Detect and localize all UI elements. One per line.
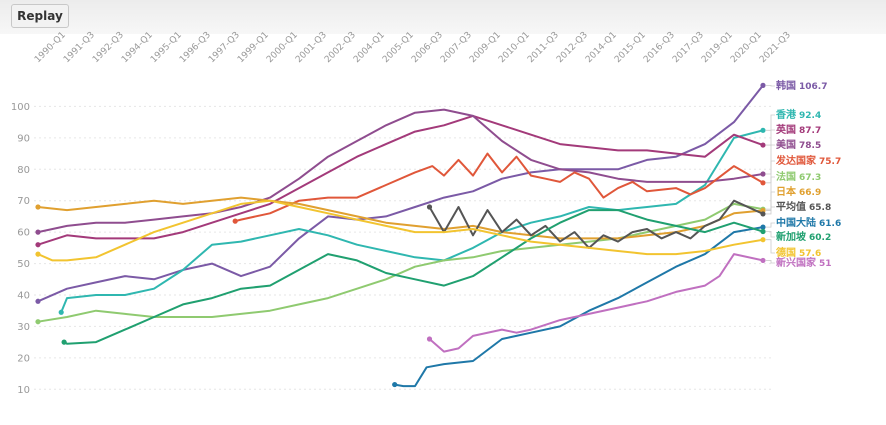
series-line-德国 [37, 199, 764, 262]
series-end-dot [760, 228, 766, 235]
label-connector [766, 191, 775, 211]
series-end-dot [760, 211, 766, 217]
series-value: 57.6 [799, 249, 821, 259]
series-value: 78.5 [799, 141, 821, 151]
series-line-英国 [37, 114, 764, 246]
y-tick-label: 70 [17, 196, 30, 207]
series-end-dot [760, 171, 766, 177]
series-end-dot [760, 82, 766, 88]
series-start-dot [426, 204, 433, 210]
series-value: 65.8 [809, 203, 831, 213]
label-connector [766, 222, 775, 228]
series-value: 92.4 [799, 111, 821, 121]
series-label: 新加坡 60.2 [776, 230, 831, 243]
series-label: 中国大陆 61.6 [776, 216, 841, 229]
series-line-新加坡 [63, 209, 764, 345]
series-line-发达国家 [234, 152, 764, 223]
toolbar [0, 0, 886, 34]
series-label: 英国 87.7 [775, 123, 821, 136]
series-label: 新兴国家 51 [776, 256, 832, 269]
y-tick-label: 10 [17, 385, 30, 396]
series-start-dot [35, 298, 41, 304]
label-connector [766, 260, 775, 264]
series-start-dot [35, 319, 41, 325]
x-axis-ticks: 1990-Q11991-Q31992-Q31994-Q11995-Q11996-… [33, 30, 793, 65]
replay-button[interactable]: Replay [11, 4, 69, 28]
label-connector [766, 144, 775, 175]
series-end-dot [760, 142, 766, 148]
label-connector [766, 129, 775, 146]
series-value: 51 [819, 259, 832, 269]
label-connector [766, 239, 775, 254]
series-start-dot [58, 309, 64, 315]
series-start-dot [35, 242, 41, 248]
y-tick-label: 30 [17, 322, 30, 333]
series-label: 香港 92.4 [776, 108, 821, 121]
series-line-香港 [60, 129, 764, 314]
series-line-法国 [37, 202, 764, 323]
label-connector [766, 84, 775, 87]
label-connector [766, 231, 775, 238]
series-value: 66.9 [799, 188, 821, 198]
y-tick-label: 90 [17, 133, 30, 144]
series-end-dot [760, 257, 766, 264]
series-end-dot [760, 127, 766, 133]
series-end-dot [760, 237, 766, 243]
x-tick-label: 2021-Q3 [758, 30, 793, 65]
series-line-日本 [37, 196, 764, 240]
series-label: 美国 78.5 [776, 138, 821, 151]
series-line-中国大陆 [393, 226, 764, 388]
series-line-新兴国家 [428, 253, 764, 353]
series-start-dot [61, 339, 67, 345]
series-label: 韩国 106.7 [776, 79, 827, 92]
series-start-dot [232, 218, 238, 224]
series-label: 发达国家 75.7 [775, 154, 841, 167]
series-end-dot [760, 224, 766, 230]
gridlines [34, 105, 773, 390]
series-start-dot [35, 229, 41, 235]
series-value: 87.7 [799, 126, 821, 136]
label-connector [766, 160, 775, 184]
label-connector [766, 114, 775, 131]
y-tick-label: 40 [17, 291, 30, 302]
series-line-美国 [37, 108, 764, 234]
series-start-dot [392, 381, 398, 388]
series-value: 106.7 [799, 82, 827, 92]
series-label: 德国 57.6 [775, 246, 821, 259]
label-connector [766, 176, 775, 210]
series-label: 法国 67.3 [776, 170, 821, 183]
y-axis-ticks: 10 20 30 40 50 60 70 80 90 100 [11, 102, 30, 396]
series-labels: 韩国 106.7 香港 92.4 英国 87.7 美国 78.5 发达国家 75.7 法国 67.3 日… [766, 79, 841, 269]
series-value: 75.7 [819, 157, 841, 167]
series-lines [35, 82, 766, 388]
series-label: 日本 66.9 [776, 185, 821, 198]
y-tick-label: 50 [17, 259, 30, 270]
series-value: 61.6 [819, 219, 841, 229]
series-start-dot [35, 204, 41, 210]
y-tick-label: 80 [17, 165, 30, 176]
label-connector [766, 206, 775, 215]
series-value: 67.3 [799, 173, 821, 183]
series-end-dot [760, 180, 766, 186]
series-line-韩国 [37, 84, 764, 303]
series-label: 平均值 65.8 [776, 200, 831, 213]
series-value: 60.2 [809, 233, 831, 243]
y-tick-label: 20 [17, 353, 30, 364]
y-tick-label: 100 [11, 102, 30, 113]
series-start-dot [35, 251, 41, 257]
y-tick-label: 60 [17, 228, 30, 239]
series-start-dot [426, 336, 433, 342]
